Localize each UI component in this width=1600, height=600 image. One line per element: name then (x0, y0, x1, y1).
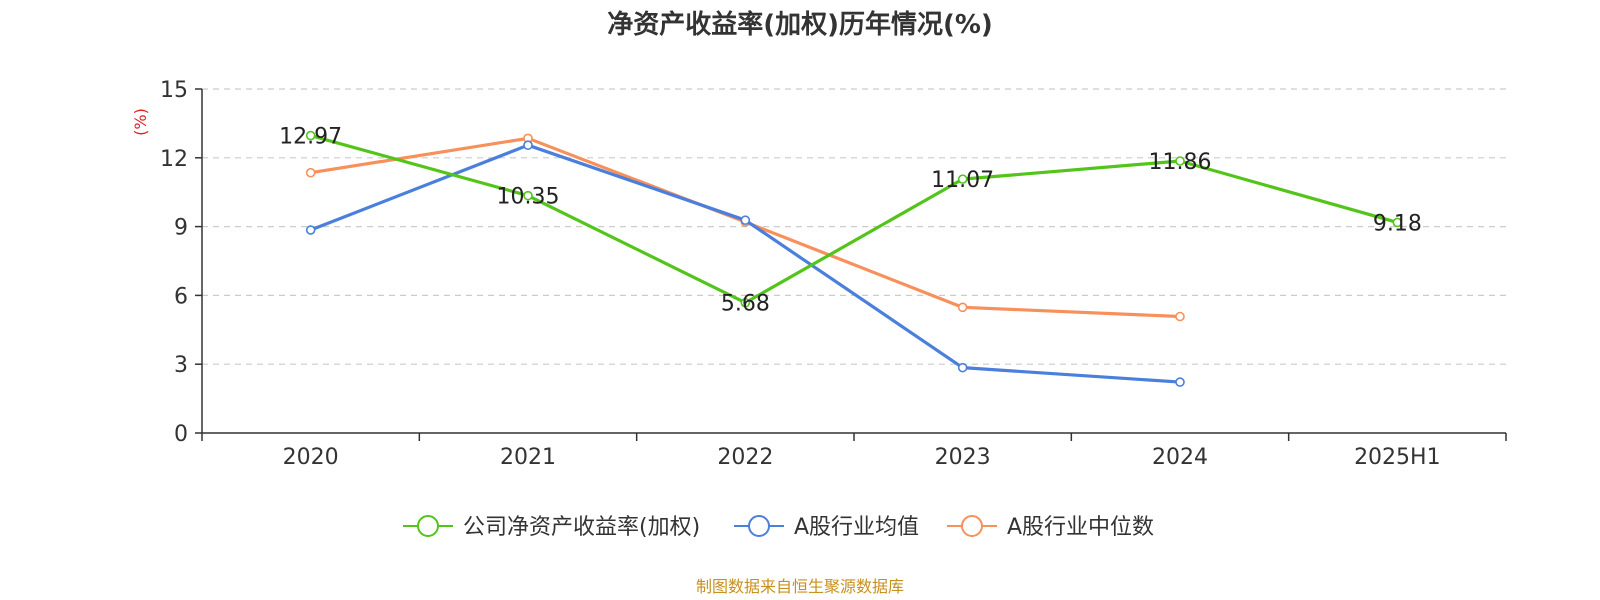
y-axis-label: (%) (131, 108, 150, 136)
data-point (740, 215, 751, 225)
data-point (305, 225, 316, 235)
y-tick-label: 9 (174, 216, 188, 241)
legend-marker (748, 515, 770, 537)
series-line (310, 136, 1181, 319)
data-point (1175, 311, 1185, 322)
y-tick-label: 15 (160, 78, 188, 103)
data-point (1175, 156, 1185, 166)
data-point (957, 362, 968, 373)
data-source-note: 制图数据来自恒生聚源数据库 (696, 577, 904, 596)
data-label: 5.68 (721, 292, 770, 317)
legend-marker (417, 515, 439, 537)
y-tick-label: 6 (174, 284, 188, 309)
x-tick-label: 2025H1 (1354, 445, 1441, 470)
series-line (310, 143, 1181, 384)
legend-label: 公司净资产收益率(加权) (463, 515, 700, 540)
axes: 0 3 6 9 12 15 2020 2021 2022 2023 2024 2025H1 (160, 78, 1507, 470)
legend-item[interactable]: A股行业均值 (734, 515, 919, 540)
data-point (1175, 377, 1185, 387)
gridlines (202, 88, 1506, 365)
data-label: 12.97 (279, 125, 342, 150)
legend-marker (961, 515, 983, 537)
data-label: 10.35 (497, 185, 560, 210)
data-label: 11.07 (931, 168, 994, 193)
data-point (305, 167, 316, 178)
legend-item[interactable]: A股行业中位数 (947, 515, 1154, 540)
y-tick-label: 3 (174, 353, 188, 378)
data-point (957, 302, 968, 313)
x-tick-label: 2023 (935, 445, 991, 470)
y-tick-label: 12 (160, 147, 188, 172)
x-tick-label: 2021 (500, 445, 556, 470)
chart-title: 净资产收益率(加权)历年情况(%) (607, 9, 993, 40)
data-point (957, 174, 968, 184)
series-lines (305, 130, 1403, 387)
data-point (523, 190, 533, 201)
data-label: 9.18 (1373, 211, 1422, 236)
x-tick-label: 2020 (283, 445, 339, 470)
data-labels: 12.97 10.35 5.68 11.07 11.86 9.18 (279, 125, 1422, 317)
legend-item[interactable]: 公司净资产收益率(加权) (403, 515, 700, 540)
legend[interactable]: 公司净资产收益率(加权) A股行业均值 A股行业中位数 (403, 515, 1154, 540)
data-point (740, 297, 751, 308)
x-tick-label: 2024 (1152, 445, 1208, 470)
legend-label: A股行业均值 (794, 515, 919, 540)
legend-label: A股行业中位数 (1007, 515, 1154, 540)
y-tick-label: 0 (174, 422, 188, 447)
data-label: 11.86 (1149, 150, 1212, 175)
x-tick-label: 2022 (717, 445, 773, 470)
data-point (1392, 217, 1403, 228)
data-point (305, 130, 316, 141)
data-point (523, 140, 533, 150)
series-line (310, 134, 1398, 305)
